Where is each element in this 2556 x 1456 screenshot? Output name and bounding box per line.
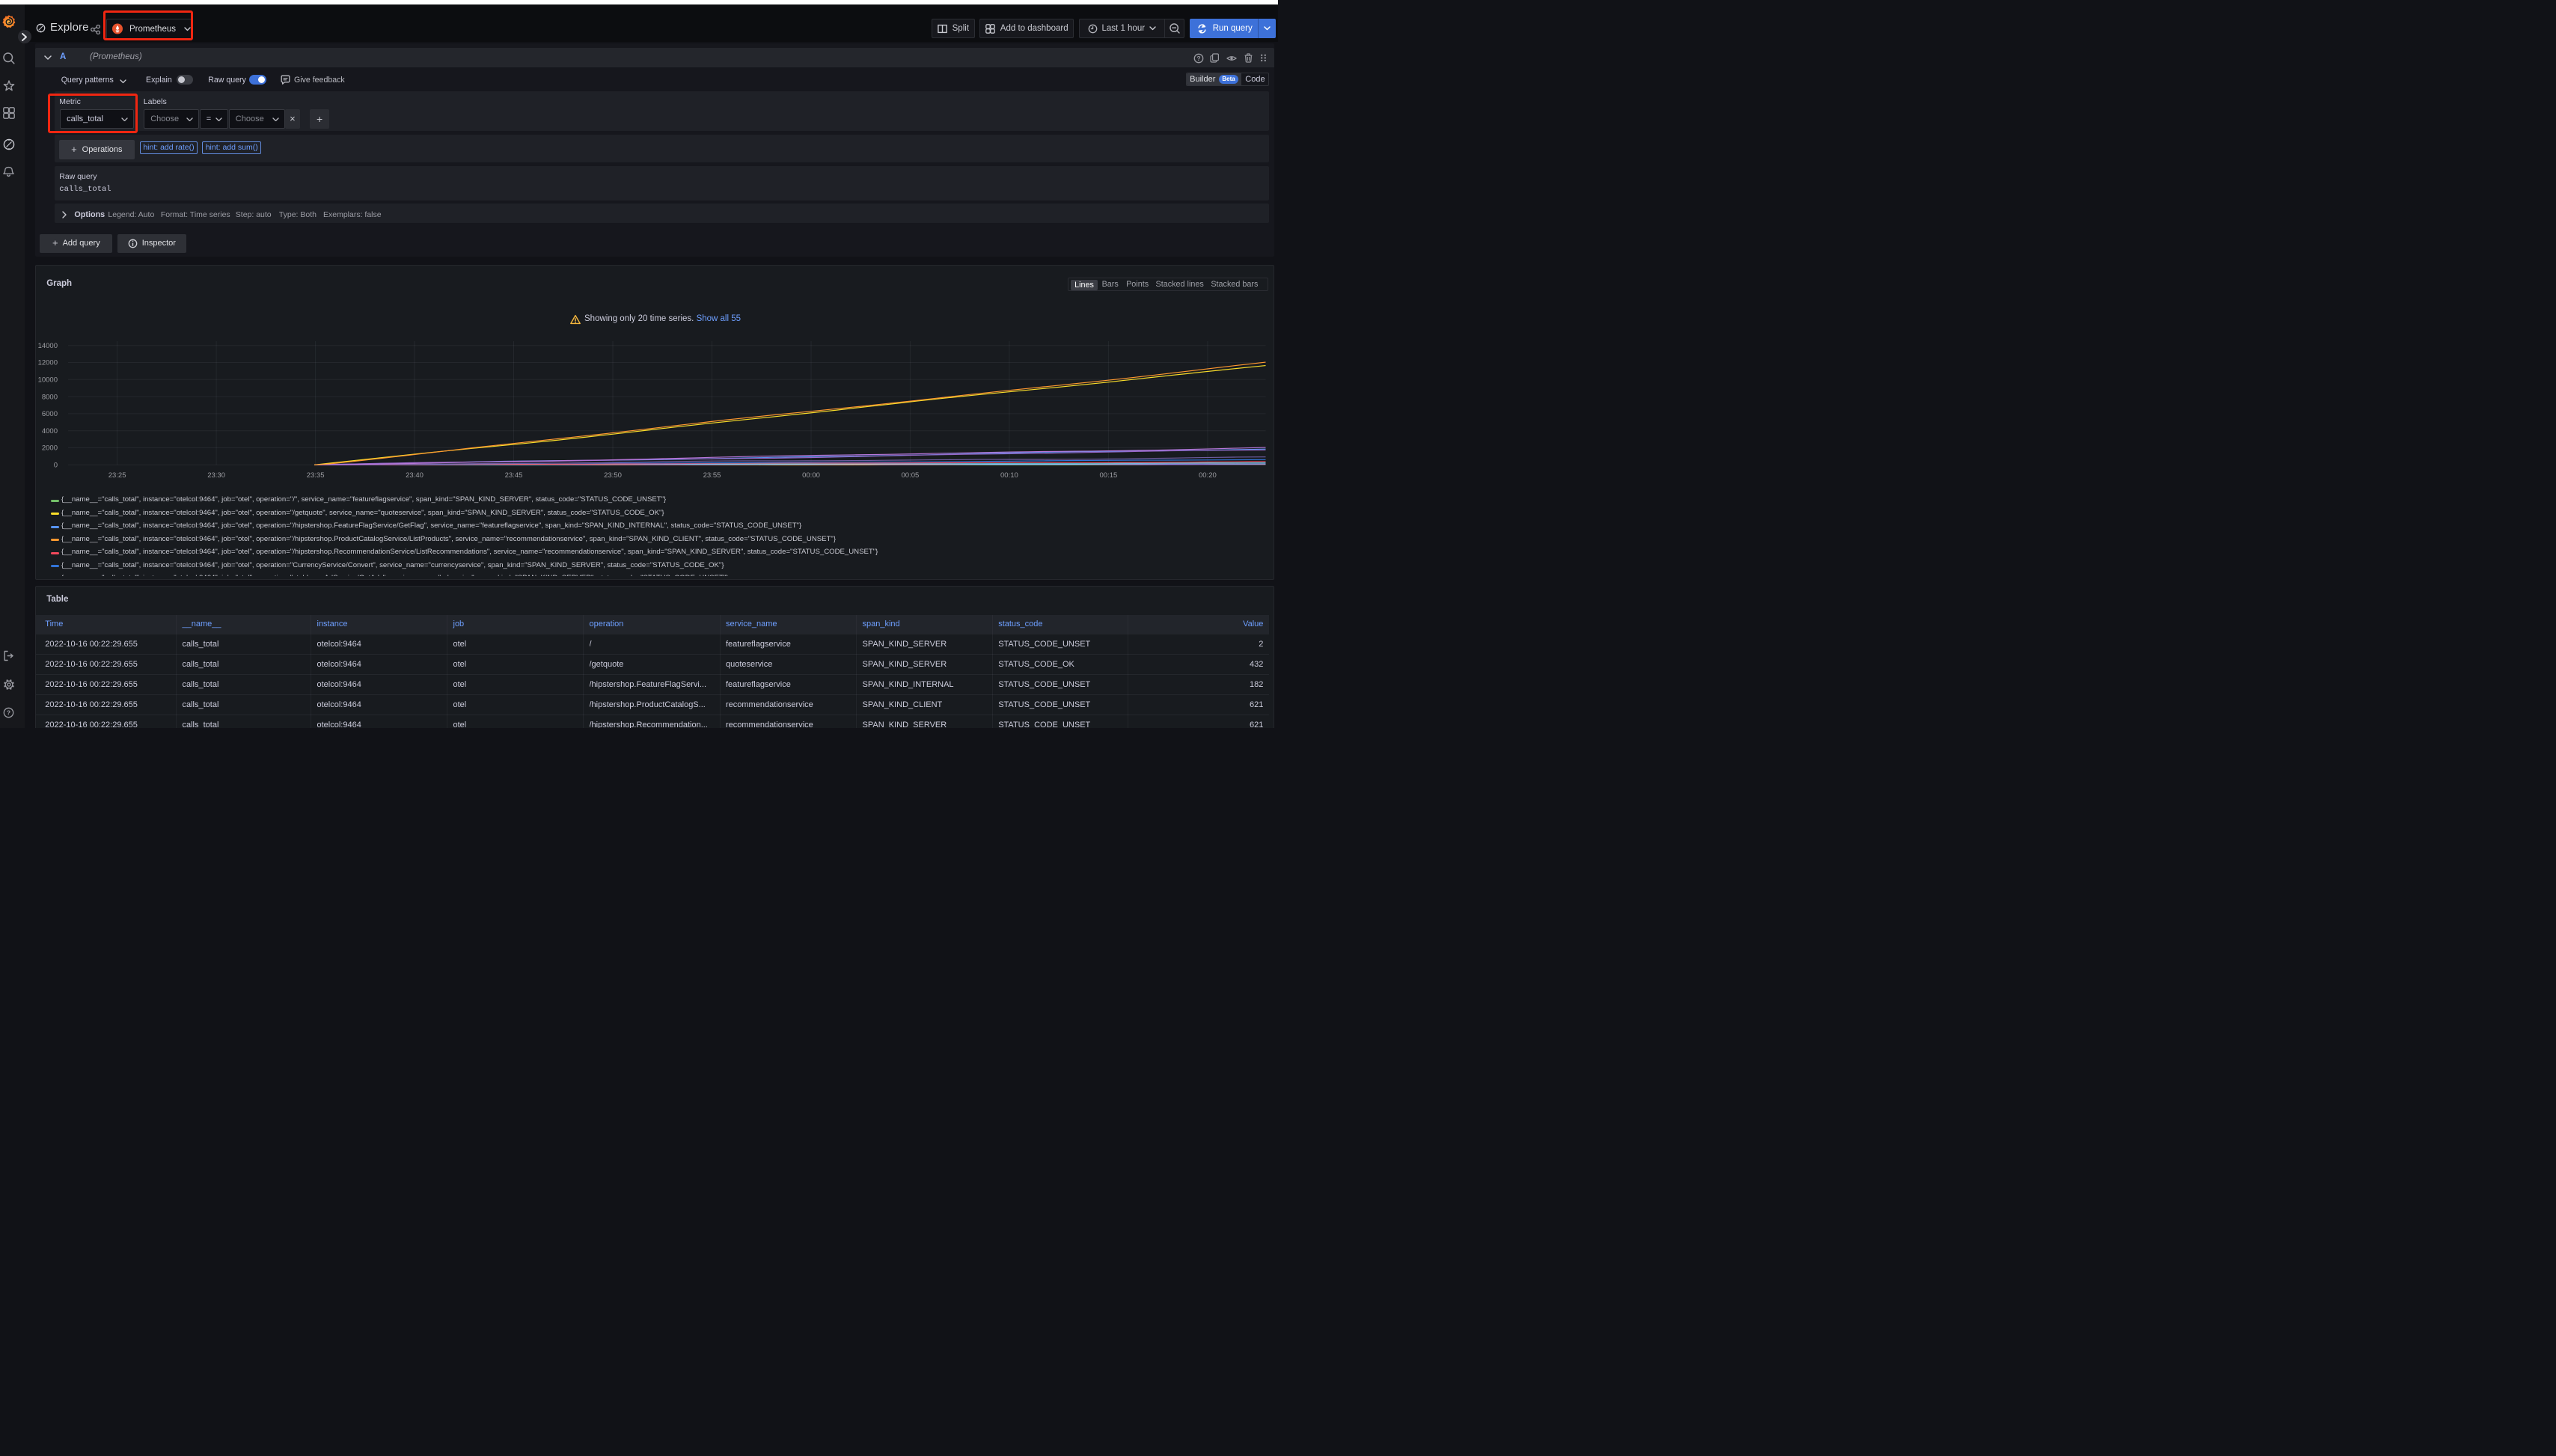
svg-text:6000: 6000 xyxy=(42,410,58,418)
svg-text:?: ? xyxy=(1196,55,1200,62)
svg-text:00:10: 00:10 xyxy=(1000,471,1018,480)
svg-text:4000: 4000 xyxy=(42,427,58,435)
svg-text:23:45: 23:45 xyxy=(505,471,523,480)
svg-text:14000: 14000 xyxy=(38,342,58,350)
svg-text:23:50: 23:50 xyxy=(604,471,622,480)
svg-text:23:40: 23:40 xyxy=(406,471,424,480)
svg-text:23:55: 23:55 xyxy=(703,471,721,480)
svg-text:00:05: 00:05 xyxy=(902,471,920,480)
svg-text:23:25: 23:25 xyxy=(108,471,126,480)
svg-text:00:20: 00:20 xyxy=(1199,471,1217,480)
svg-text:0: 0 xyxy=(54,462,58,470)
svg-text:?: ? xyxy=(6,709,10,717)
svg-text:00:00: 00:00 xyxy=(802,471,820,480)
svg-text:23:35: 23:35 xyxy=(307,471,325,480)
svg-text:10000: 10000 xyxy=(38,376,58,385)
svg-text:00:15: 00:15 xyxy=(1100,471,1118,480)
svg-text:23:30: 23:30 xyxy=(207,471,225,480)
svg-text:12000: 12000 xyxy=(38,359,58,367)
svg-text:8000: 8000 xyxy=(42,393,58,401)
svg-text:2000: 2000 xyxy=(42,444,58,453)
